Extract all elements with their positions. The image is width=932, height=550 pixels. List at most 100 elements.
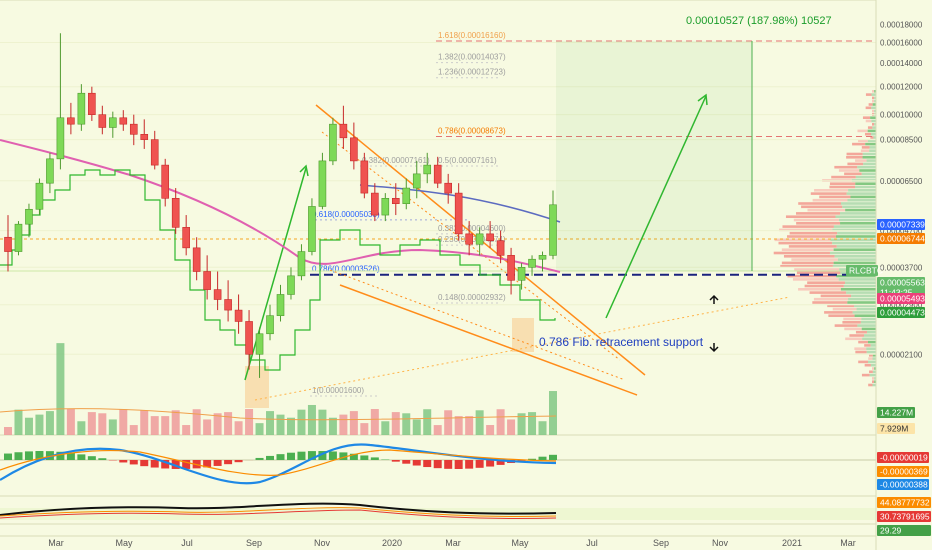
volume-profile-bar bbox=[865, 119, 872, 123]
volume-profile-bar bbox=[864, 132, 872, 136]
candle-body bbox=[46, 158, 54, 184]
volume-profile-bar bbox=[844, 172, 862, 176]
volume-profile-bar bbox=[788, 245, 837, 248]
volume-profile-bar bbox=[872, 103, 876, 106]
macd-badge-text: -0.00000388 bbox=[880, 480, 928, 490]
volume-profile-bar bbox=[833, 248, 876, 251]
volume-profile-bar bbox=[855, 185, 876, 189]
volume-profile-bar bbox=[874, 109, 876, 113]
volume-bar bbox=[297, 409, 306, 435]
rising-trendline bbox=[254, 296, 791, 401]
volume-profile-bar bbox=[872, 383, 876, 387]
volume-profile-bar bbox=[861, 327, 876, 331]
time-axis[interactable]: Mar May Jul Sep Nov 2020 Mar May Jul Sep Nov 2021 Ma… bbox=[0, 535, 876, 548]
volume-profile-bar bbox=[859, 169, 876, 172]
volume-profile-bar bbox=[868, 354, 873, 357]
candle-body bbox=[25, 208, 33, 225]
fib-label: 0.148(0.00002932) bbox=[438, 293, 506, 302]
candle-body bbox=[14, 223, 23, 252]
volume-bar bbox=[203, 419, 212, 435]
candle-body bbox=[161, 164, 170, 199]
candle-body bbox=[255, 333, 264, 355]
volume-profile-bar bbox=[830, 238, 876, 242]
time-tick-label: Nov bbox=[314, 538, 331, 548]
volume-profile-bar bbox=[871, 119, 876, 123]
symbol-badge-text: RLCBTC bbox=[849, 266, 883, 276]
stoch-badge-text: 29.29 bbox=[880, 526, 902, 536]
macd-hist-bar bbox=[528, 458, 537, 460]
candles[interactable] bbox=[4, 33, 557, 378]
candle-body bbox=[350, 137, 358, 162]
volume-profile-bar bbox=[862, 337, 876, 341]
volume-profile-bar bbox=[869, 373, 876, 377]
candle-body bbox=[444, 182, 452, 194]
candle-body bbox=[98, 114, 107, 128]
volume-profile-bar bbox=[862, 152, 876, 156]
fib-label: 0.382(0.00007161) bbox=[362, 156, 430, 165]
volume-bar bbox=[381, 421, 390, 435]
macd-hist-bar bbox=[454, 460, 463, 469]
volume-profile-bar bbox=[836, 245, 876, 248]
fib-label: 0.382(0.00004600) bbox=[438, 224, 506, 233]
volume-bar bbox=[286, 417, 295, 435]
macd-hist-bar bbox=[402, 460, 411, 464]
macd-hist-bar bbox=[412, 460, 421, 466]
volume-bar bbox=[318, 409, 327, 435]
volume-profile-bar bbox=[774, 238, 831, 242]
volume-bar bbox=[245, 409, 254, 435]
volume-profile-bar bbox=[862, 156, 876, 159]
candle-body bbox=[538, 255, 547, 260]
volume-profile-bar bbox=[840, 222, 876, 225]
volume-bar bbox=[24, 417, 33, 435]
volume-profile-bar bbox=[832, 228, 876, 232]
volume-profile-bar bbox=[866, 350, 876, 354]
volume-profile-bar bbox=[850, 195, 876, 199]
macd-hist-bar bbox=[87, 456, 96, 460]
price-tick-label: 0.00002100 bbox=[880, 350, 923, 359]
candle-body bbox=[77, 92, 86, 125]
price-tick-label: 0.00012000 bbox=[880, 83, 923, 92]
volume-bar bbox=[496, 409, 505, 435]
volume-profile-bar bbox=[834, 255, 876, 258]
fib-label: 1(0.00001600) bbox=[312, 386, 364, 395]
volume-bar bbox=[255, 423, 264, 435]
volume-profile-bar bbox=[870, 363, 876, 367]
volume-bar bbox=[171, 410, 180, 435]
macd-hist-bar bbox=[234, 460, 243, 463]
volume-profile-bar bbox=[782, 225, 834, 228]
ma-blue bbox=[359, 184, 561, 223]
volume-profile-bar bbox=[781, 261, 834, 265]
macd-hist-bar bbox=[35, 451, 44, 460]
price-tick-label: 0.00006500 bbox=[880, 177, 923, 186]
candle-body bbox=[391, 197, 400, 204]
price-tick-label: 0.00003700 bbox=[880, 263, 923, 272]
volume-profile-bar bbox=[861, 317, 876, 321]
candle-body bbox=[35, 182, 44, 210]
candle-body bbox=[171, 197, 180, 228]
volume-profile-bar bbox=[798, 202, 842, 205]
arrowhead bbox=[697, 93, 708, 106]
candle-body bbox=[88, 92, 96, 115]
volume-profile-bar bbox=[857, 129, 868, 133]
volume-profile-bar bbox=[794, 268, 840, 271]
volume-bar bbox=[475, 410, 484, 435]
volume-bar bbox=[45, 411, 54, 435]
volume-profile-bar bbox=[787, 235, 836, 238]
macd-hist-bar bbox=[24, 451, 33, 460]
volume-bar bbox=[14, 409, 23, 435]
volume-profile-bar bbox=[855, 182, 876, 185]
fib-label: 0.786(0.00008673) bbox=[438, 127, 506, 136]
candle-body bbox=[528, 258, 536, 268]
volume-profile-bar bbox=[846, 192, 876, 195]
volume-profile-bar bbox=[846, 156, 863, 159]
volume-bar bbox=[182, 425, 191, 435]
macd-hist-bar bbox=[538, 456, 547, 460]
time-tick-label: Mar bbox=[445, 538, 461, 548]
volume-bar bbox=[328, 417, 337, 435]
volume-bar bbox=[56, 343, 65, 435]
volume-bar bbox=[402, 413, 411, 435]
volume-profile-bar bbox=[872, 123, 875, 126]
fib-label: 0.618(0.00005038) bbox=[312, 210, 380, 219]
volume-profile-bar bbox=[842, 321, 861, 324]
